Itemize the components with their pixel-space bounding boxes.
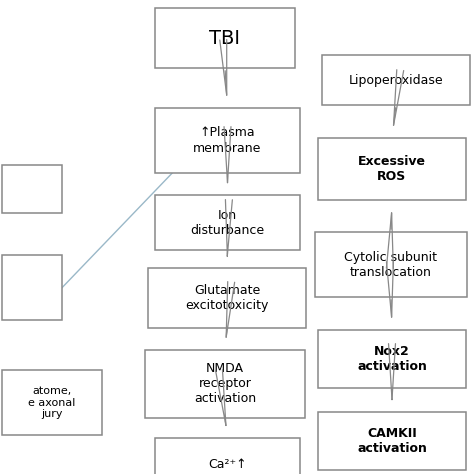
FancyBboxPatch shape <box>2 165 62 213</box>
FancyBboxPatch shape <box>2 370 102 435</box>
FancyBboxPatch shape <box>315 232 467 297</box>
Text: ↑Plasma
membrane: ↑Plasma membrane <box>193 127 262 155</box>
Text: atome,
e axonal
jury: atome, e axonal jury <box>28 386 76 419</box>
Text: Glutamate
excitotoxicity: Glutamate excitotoxicity <box>185 284 269 312</box>
Text: Nox2
activation: Nox2 activation <box>357 345 427 373</box>
Text: CAMKII
activation: CAMKII activation <box>357 427 427 455</box>
FancyBboxPatch shape <box>322 55 470 105</box>
FancyBboxPatch shape <box>155 108 300 173</box>
FancyBboxPatch shape <box>155 438 300 474</box>
FancyBboxPatch shape <box>145 350 305 418</box>
FancyBboxPatch shape <box>318 412 466 470</box>
FancyBboxPatch shape <box>318 138 466 200</box>
Text: Excessive
ROS: Excessive ROS <box>358 155 426 183</box>
Text: NMDA
receptor
activation: NMDA receptor activation <box>194 363 256 405</box>
FancyBboxPatch shape <box>148 268 306 328</box>
FancyBboxPatch shape <box>155 8 295 68</box>
FancyBboxPatch shape <box>318 330 466 388</box>
FancyBboxPatch shape <box>2 255 62 320</box>
Text: Cytolic subunit
translocation: Cytolic subunit translocation <box>345 250 438 279</box>
FancyBboxPatch shape <box>155 195 300 250</box>
Text: Lipoperoxidase: Lipoperoxidase <box>349 73 443 86</box>
Text: Ca²⁺↑: Ca²⁺↑ <box>208 457 247 471</box>
Text: Ion
disturbance: Ion disturbance <box>191 209 264 237</box>
Text: TBI: TBI <box>210 28 240 47</box>
